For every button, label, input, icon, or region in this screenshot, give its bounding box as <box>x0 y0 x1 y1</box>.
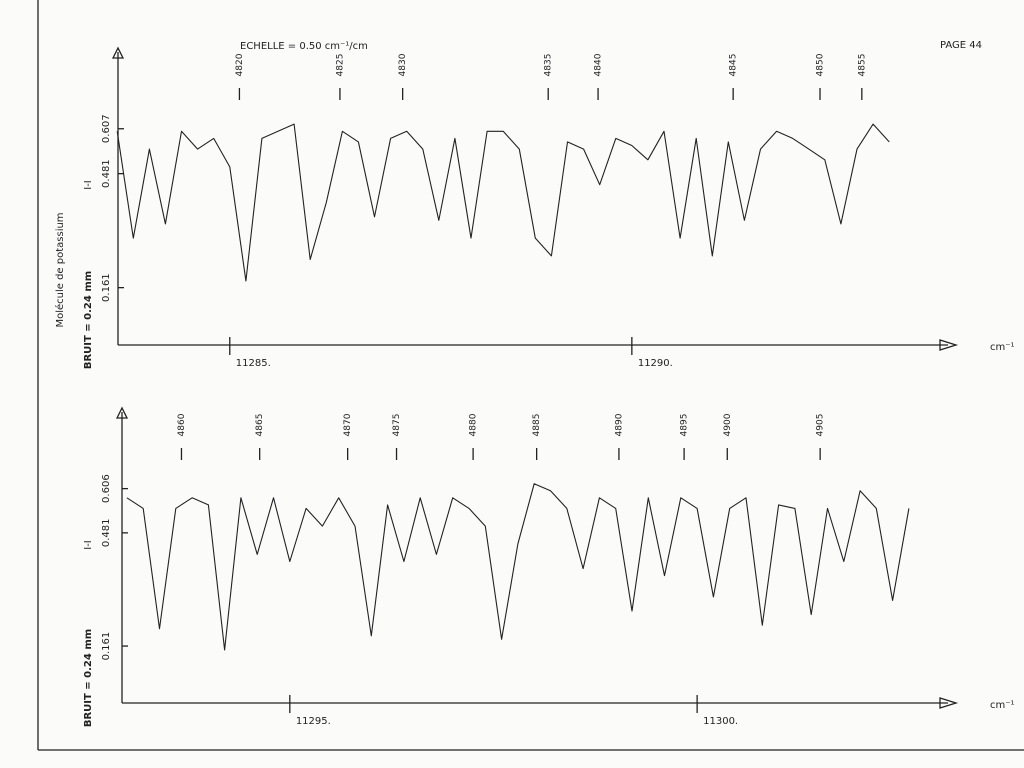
assignment-label: 4905 <box>816 414 826 437</box>
assignment-label: 4865 <box>255 414 265 437</box>
y-tick-label: 0.607 <box>101 114 112 143</box>
y-tick-label: 0.606 <box>101 474 112 503</box>
spectrum-line <box>116 123 890 282</box>
y-axis-arrow <box>115 406 129 419</box>
assignment-label: 4840 <box>594 53 604 76</box>
assignment-label: 4890 <box>614 413 624 436</box>
assignment-label: 4830 <box>398 53 408 76</box>
assignment-label: 4860 <box>177 413 187 436</box>
y-axis-label: BRUIT = 0.24 mm <box>83 271 94 369</box>
spectrum-line <box>126 483 910 651</box>
assignment-label: 4870 <box>343 413 353 436</box>
y-tick-label: 0.161 <box>101 273 112 302</box>
y-axis-arrow <box>111 46 125 59</box>
x-axis-unit: cm⁻¹ <box>990 342 1015 353</box>
assignment-label: 4820 <box>235 53 245 76</box>
assignment-label: 4875 <box>392 414 402 437</box>
y-tick-label: 0.481 <box>101 159 112 188</box>
y-axis-label: BRUIT = 0.24 mm <box>83 629 94 727</box>
y-tick-label: 0.161 <box>101 632 112 661</box>
x-tick-label: 11285. <box>236 358 271 369</box>
assignment-label: 4885 <box>532 414 542 437</box>
side-label: Molécule de potassium <box>54 212 66 327</box>
assignment-label: 4895 <box>680 414 690 437</box>
x-tick-label: 11290. <box>638 358 673 369</box>
scale-title: ECHELLE = 0.50 cm⁻¹/cm <box>240 41 368 52</box>
assignment-label: 4850 <box>816 53 826 76</box>
y-axis-marker: I-I <box>83 180 94 190</box>
x-axis-arrow <box>939 339 959 351</box>
page-number: PAGE 44 <box>940 40 982 51</box>
assignment-label: 4900 <box>723 413 733 436</box>
x-tick-label: 11295. <box>296 716 331 727</box>
x-tick-label: 11300. <box>703 716 738 727</box>
assignment-label: 4835 <box>544 54 554 77</box>
y-axis-marker: I-I <box>83 540 94 550</box>
y-tick-label: 0.481 <box>101 519 112 548</box>
assignment-label: 4855 <box>857 54 867 77</box>
x-axis-arrow <box>939 697 959 709</box>
assignment-label: 4880 <box>469 413 479 436</box>
assignment-label: 4825 <box>335 54 345 77</box>
assignment-label: 4845 <box>729 54 739 77</box>
x-axis-unit: cm⁻¹ <box>990 700 1015 711</box>
